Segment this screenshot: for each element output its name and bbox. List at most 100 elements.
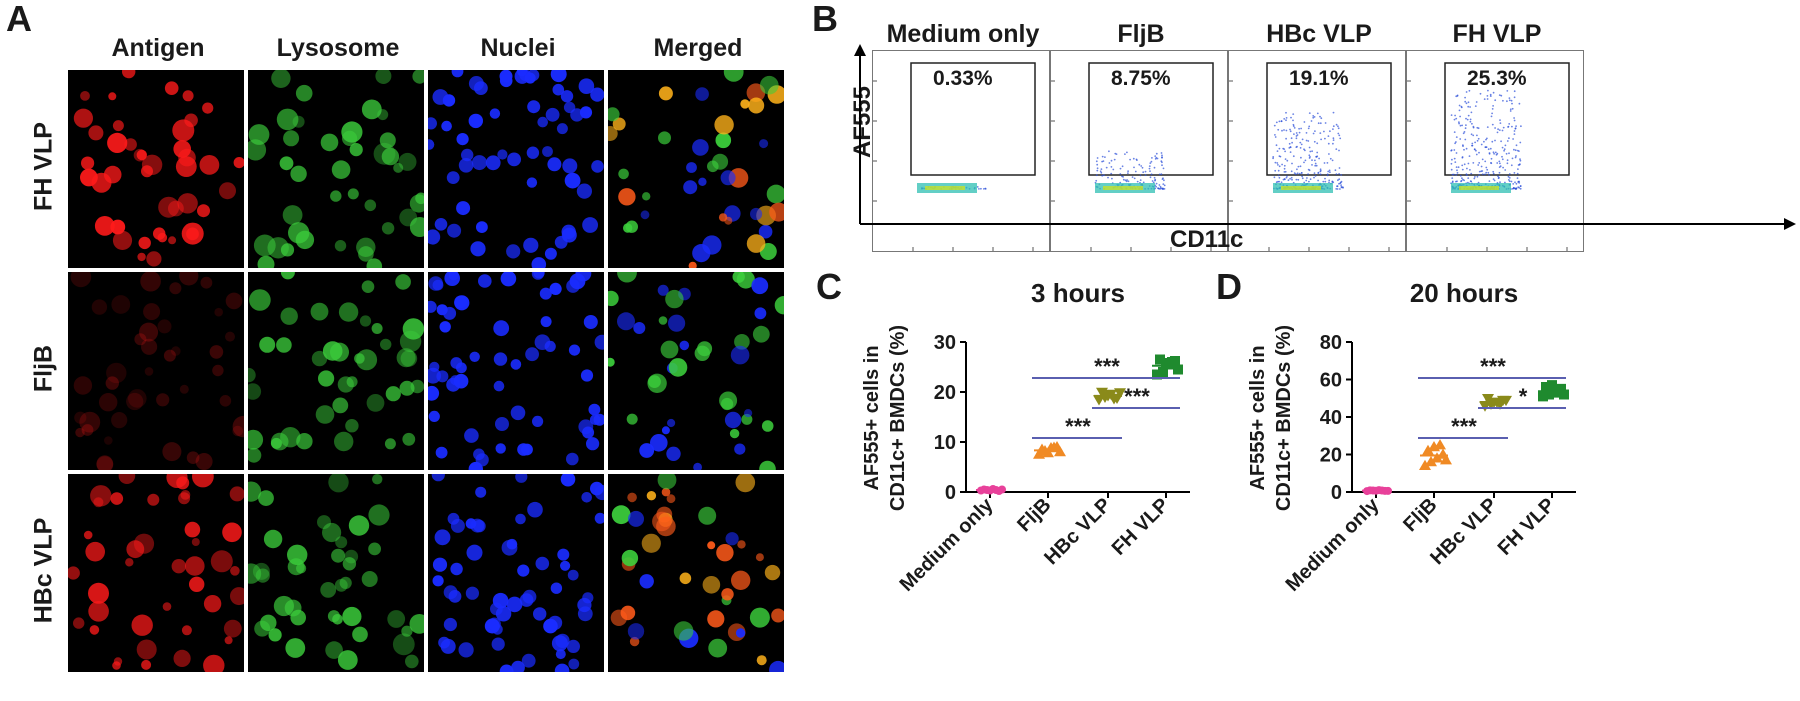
data-point [992,486,1000,494]
data-point [1482,394,1494,405]
data-point [1425,456,1437,467]
scatter-chart-3-hours: 3 hours AF555+ cells in CD11c+ BMDCs (%) 0 1… [861,278,1190,596]
y-tick-label: 10 [934,432,956,454]
y-tick-label: 40 [1320,407,1342,429]
data-point [1158,367,1168,377]
panel-letter-c: C [816,266,842,307]
x-category-label: HBc VLP [1426,494,1501,569]
micrograph-merged-row-2 [608,272,784,470]
panel-letter-d: D [1216,266,1242,307]
column-header-merged: Merged [653,34,743,62]
data-point [1544,389,1554,400]
gate-percentage: 0.33% [933,67,993,90]
data-point [1431,452,1443,463]
y-axis-label-line: CD11c+ BMDCs (%) [1273,325,1295,511]
panel-letter-a: A [6,0,32,39]
x-category-label: FH VLP [1108,494,1174,560]
flow-header-fh-vlp: FH VLP [1452,20,1542,48]
data-point [1372,486,1380,495]
data-point [1042,447,1054,458]
column-header-antigen: Antigen [111,34,205,62]
data-point [1559,389,1569,400]
data-point [1114,388,1126,399]
data-point [1048,441,1060,452]
y-tick-label: 20 [1320,445,1342,467]
row-header-hbc-vlp: HBc VLP [29,517,58,624]
micrograph-merged-row-1 [608,70,784,268]
data-point [1173,364,1183,375]
y-tick-label: 0 [945,482,956,504]
x-category-label: FljB [1013,494,1055,536]
data-point [1440,454,1452,465]
data-point [1553,385,1563,396]
data-point [1152,369,1162,380]
flow-axis-arrows [854,44,1796,230]
data-point [1538,391,1548,402]
data-point [1155,354,1165,365]
significance-label: *** [1124,384,1150,409]
significance-label: *** [1094,354,1120,379]
data-point [1366,486,1374,495]
micrograph-nuclei-row-3 [428,474,604,672]
x-category-label: FH VLP [1494,494,1560,560]
significance-label: *** [1480,354,1506,379]
panel-letter-b: B [812,0,838,39]
row-header-fh-vlp: FH VLP [29,122,58,211]
significance-label: *** [1065,414,1091,439]
y-axis-label-line: AF555+ cells in [1247,345,1269,490]
gate-percentage: 8.75% [1111,67,1171,90]
flow-plot-1: 8.75% [1050,50,1228,252]
data-point [1384,486,1392,495]
x-category-label: Medium only [1282,493,1385,596]
data-point [1500,395,1512,407]
gate-percentage: 25.3% [1467,67,1527,90]
flow-header-medium-only: Medium only [886,20,1040,48]
scale-bar [180,677,232,684]
micrograph-lysosome-row-3 [248,474,424,672]
data-point [1108,394,1120,405]
y-tick-label: 20 [934,382,956,404]
micrograph-antigen-row-2 [68,272,244,470]
data-point [980,485,988,494]
y-tick-label: 60 [1320,370,1342,392]
y-tick-label: 30 [934,332,956,354]
data-point [1494,399,1506,410]
micrograph-antigen-row-3 [68,474,244,672]
flow-header-fljb: FljB [1117,20,1165,48]
y-tick-label: 80 [1320,332,1342,354]
data-point [1096,387,1108,398]
micrograph-antigen-row-1 [68,70,244,268]
x-category-label: HBc VLP [1040,494,1115,569]
significance-label: * [1519,384,1528,409]
gate-percentage: 19.1% [1289,67,1349,90]
flow-plot-3: 25.3% [1406,50,1584,252]
chart-title: 3 hours [1031,278,1125,308]
scatter-chart-20-hours: 20 hours AF555+ cells in CD11c+ BMDCs (%) 0… [1247,278,1576,596]
micrograph-nuclei-row-1 [428,70,604,268]
data-point [998,485,1006,494]
data-point [1434,439,1446,450]
data-point [1102,391,1114,402]
data-point [986,486,994,495]
row-header-fljb: FljB [29,344,58,393]
x-category-label: FljB [1399,494,1441,536]
data-point [1422,444,1434,455]
flow-plot-0: 0.33% [872,50,1050,252]
data-point [1054,446,1066,457]
micrograph-merged-row-3 [608,474,784,672]
column-header-lysosome: Lysosome [276,34,400,62]
column-header-nuclei: Nuclei [480,34,556,62]
data-point [1161,358,1171,368]
data-point [1541,382,1551,392]
y-axis-label-line: AF555+ cells in [861,345,883,490]
flow-x-axis-label: CD11c [1170,226,1244,253]
flow-header-hbc-vlp: HBc VLP [1266,20,1372,48]
flow-y-arrowhead [854,44,866,56]
data-point [1167,357,1177,367]
x-category-label: Medium only [896,493,999,596]
data-point [1547,380,1557,391]
flow-plot-2: 19.1% [1228,50,1406,252]
y-axis-label-line: CD11c+ BMDCs (%) [887,325,909,511]
significance-label: *** [1451,414,1477,439]
micrograph-nuclei-row-2 [428,272,604,470]
